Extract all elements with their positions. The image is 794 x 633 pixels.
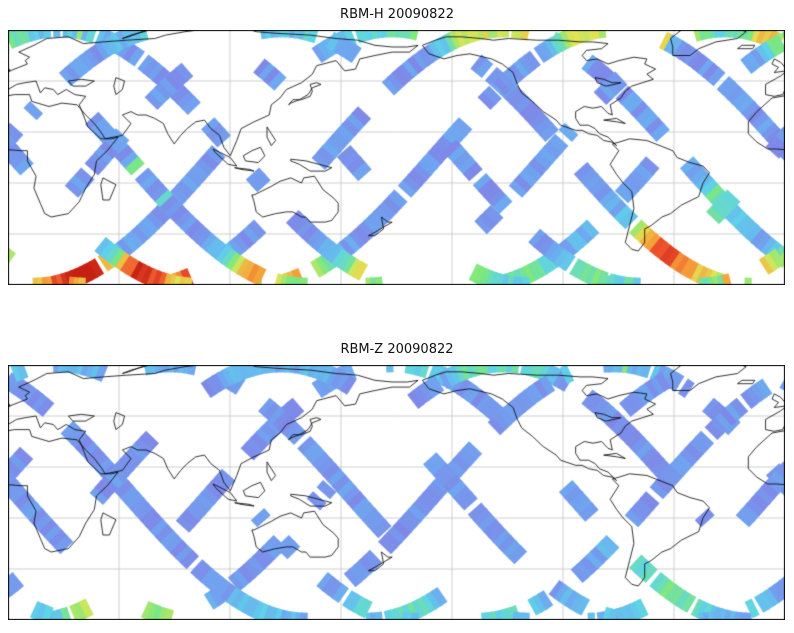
map-canvas-rbm-z [8,365,785,620]
map-canvas-rbm-h [8,30,785,285]
panel-title-rbm-z: RBM-Z 20090822 [340,342,454,357]
panel-title-rbm-h: RBM-H 20090822 [340,7,454,22]
map-panel-rbm-z [8,365,785,620]
map-panel-rbm-h [8,30,785,285]
